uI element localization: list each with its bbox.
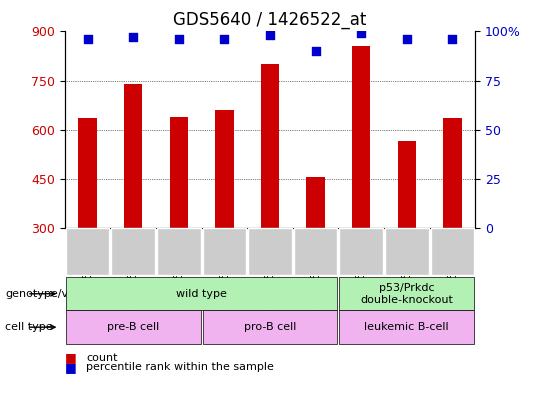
Bar [261,64,279,228]
Point [174,36,183,42]
Point [311,48,320,54]
Point [129,34,138,40]
Bar [78,118,97,228]
Bar [443,118,462,228]
Point [220,36,229,42]
Point [83,36,92,42]
Bar [352,46,370,228]
Text: cell type: cell type [5,322,53,332]
Text: pro-B cell: pro-B cell [244,322,296,332]
Text: leukemic B-cell: leukemic B-cell [364,322,449,332]
Text: wild type: wild type [176,289,227,299]
Point [357,30,366,37]
Text: percentile rank within the sample: percentile rank within the sample [86,362,274,373]
Point [402,36,411,42]
Text: count: count [86,353,118,363]
Bar [307,177,325,228]
Bar [397,141,416,228]
Bar [170,117,188,228]
Bar [124,84,143,228]
Text: ■: ■ [65,361,77,374]
Title: GDS5640 / 1426522_at: GDS5640 / 1426522_at [173,11,367,29]
Bar [215,110,233,228]
Point [448,36,457,42]
Text: pre-B cell: pre-B cell [107,322,159,332]
Text: p53/Prkdc
double-knockout: p53/Prkdc double-knockout [360,283,453,305]
Point [266,32,274,39]
Text: genotype/variation: genotype/variation [5,289,111,299]
Text: ■: ■ [65,351,77,364]
